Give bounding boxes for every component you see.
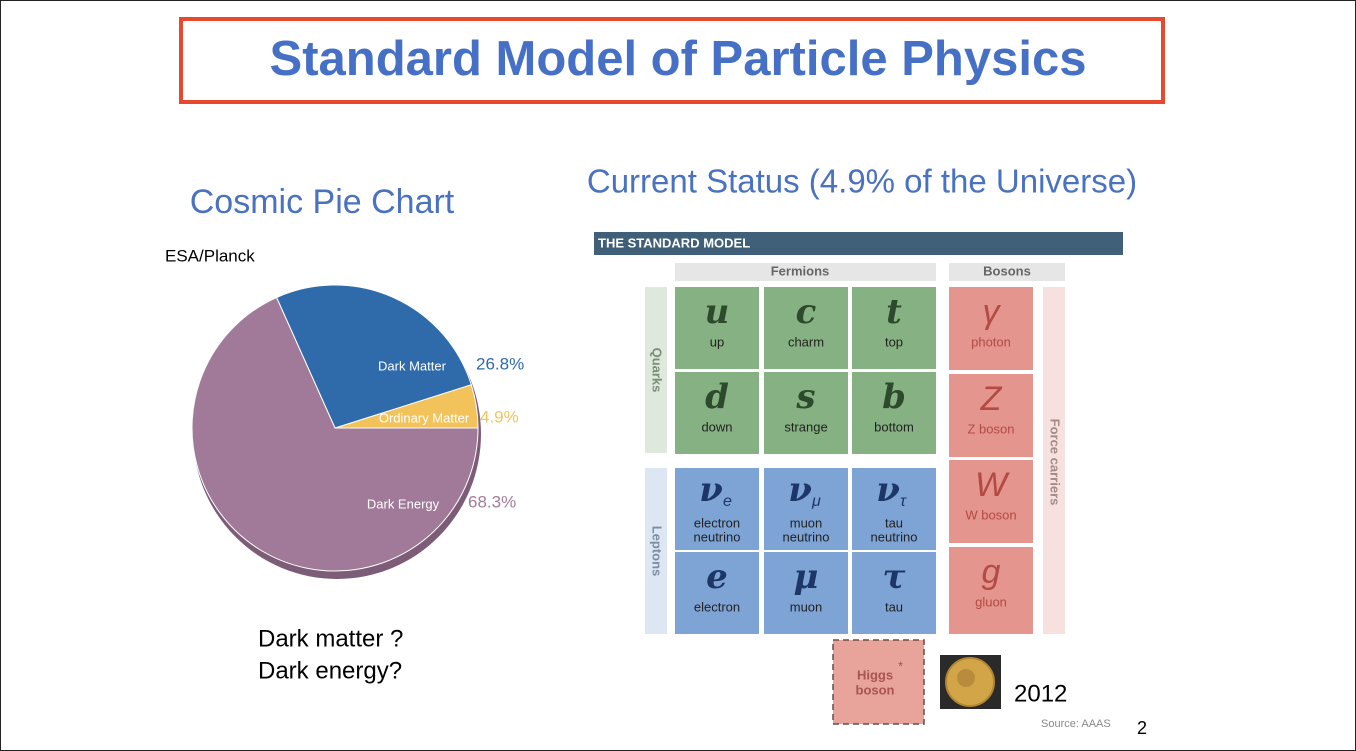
leptons-side (645, 468, 667, 634)
particle-symbol: μ (794, 557, 819, 597)
page-number: 2 (1137, 718, 1147, 738)
slice-label: Dark Matter (378, 358, 447, 373)
particle-symbol: t (886, 292, 902, 332)
particle-symbol: b (882, 377, 906, 417)
title-box (179, 17, 1165, 104)
particle-cell (949, 287, 1033, 370)
header-text: THE STANDARD MODEL (598, 235, 750, 250)
particle-name: top (885, 334, 903, 349)
particle-name: gluon (975, 594, 1007, 609)
slice-value: 68.3% (468, 492, 516, 511)
nobel-year: 2012 (1014, 680, 1067, 707)
particle-cell (675, 372, 759, 454)
particle-symbol: d (705, 377, 729, 417)
pie: Ordinary Matter 4.9% Dark Matter 26.8% Dark … (191, 284, 524, 572)
particle-symbol: ν (788, 470, 812, 510)
particle-symbol: ν (876, 470, 900, 510)
particle-symbol: s (795, 377, 815, 417)
quarks-side (645, 287, 667, 453)
particle-cell (764, 287, 848, 369)
particle-cell (949, 460, 1033, 543)
source: Source: AAAS (1041, 718, 1111, 730)
leptons-label: Leptons (650, 526, 665, 577)
particle-name: tau (885, 515, 903, 530)
particle-name: photon (971, 334, 1011, 349)
particle-symbol: Z (980, 380, 1003, 418)
force-side (1043, 287, 1065, 634)
particle-name: muon (790, 515, 823, 530)
pie-title: Cosmic Pie Chart (190, 183, 455, 221)
fermions-header (675, 263, 936, 281)
particle-cell (949, 547, 1033, 634)
particle-cell (764, 552, 848, 634)
particle-symbol: g (982, 553, 1001, 591)
particle-symbol: u (705, 292, 730, 332)
particle-name: strange (784, 419, 827, 434)
particle-name: up (710, 334, 724, 349)
particle-name: neutrino (694, 529, 741, 544)
particle-symbol: e (706, 557, 728, 597)
fermions-label: Fermions (771, 263, 830, 278)
particle-cell (852, 372, 936, 454)
particle-name: neutrino (871, 529, 918, 544)
particle-name: bottom (874, 419, 914, 434)
higgs-box (832, 639, 925, 725)
particle-symbol: W (975, 466, 1010, 504)
particle-cell (852, 468, 936, 550)
question: Dark energy? (258, 657, 402, 684)
pie-source: ESA/Planck (165, 246, 255, 265)
particle-subscript: μ (811, 493, 821, 510)
particle-cell (764, 372, 848, 454)
particle-subscript: e (723, 493, 732, 510)
particle-name: electron (694, 599, 740, 614)
particle-name: Z boson (968, 421, 1015, 436)
pie-slice (191, 296, 479, 572)
particle-subscript: τ (900, 493, 907, 510)
slice-label: Ordinary Matter (379, 410, 470, 425)
particle-symbol: γ (983, 293, 1002, 331)
particle-cell (949, 374, 1033, 457)
particle-name: electron (694, 515, 740, 530)
particle-cell (764, 468, 848, 550)
particle-cell (675, 468, 759, 550)
particle-cell (852, 287, 936, 369)
diagram-title: Current Status (4.9% of the Universe) (587, 163, 1137, 200)
particle-name: tau (885, 599, 903, 614)
slice-value: 4.9% (480, 407, 519, 426)
particle-name: down (701, 419, 732, 434)
bosons-label: Bosons (983, 263, 1031, 278)
higgs-mark: * (898, 658, 903, 673)
pie-slice (275, 284, 472, 429)
higgs-name: boson (856, 682, 895, 697)
particle-cell (675, 552, 759, 634)
slice-value: 26.8% (476, 354, 524, 373)
medal-portrait (957, 669, 975, 687)
particle-symbol: c (796, 292, 817, 332)
slide-title: Standard Model of Particle Physics (270, 32, 1087, 86)
quarks-label: Quarks (650, 348, 665, 393)
slice-label: Dark Energy (367, 496, 440, 511)
particle-name: muon (790, 599, 823, 614)
particle-name: neutrino (783, 529, 830, 544)
particle-symbol: ν (699, 470, 723, 510)
higgs-name: Higgs (857, 667, 893, 682)
header-bar (594, 232, 1123, 255)
force-carriers-label: Force carriers (1048, 419, 1063, 506)
particle-name: charm (788, 334, 824, 349)
question: Dark matter ? (258, 625, 403, 652)
particle-cell (675, 287, 759, 369)
particle-symbol: τ (883, 557, 906, 597)
bosons-header (949, 263, 1065, 281)
particle-cell (852, 552, 936, 634)
particle-name: W boson (965, 507, 1016, 522)
